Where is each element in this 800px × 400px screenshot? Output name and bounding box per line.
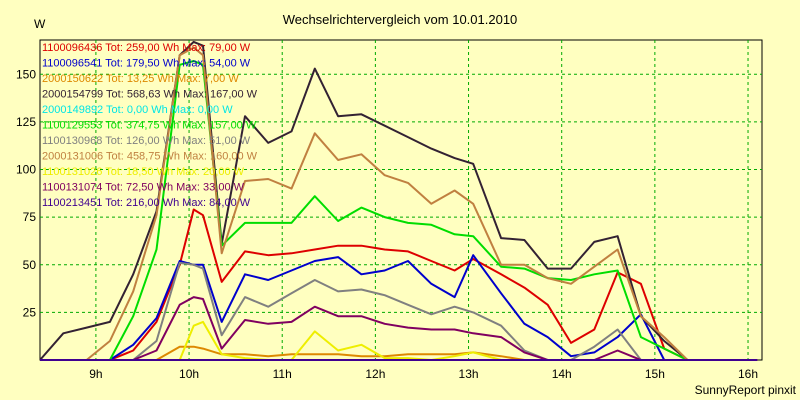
y-tick-label: 125 (16, 115, 36, 129)
x-tick-label: 11h (273, 367, 292, 381)
x-axis: 9h 10h 11h 12h 13h 14h 15h 16h (89, 367, 758, 381)
x-tick-label: 16h (738, 367, 758, 381)
legend-entry-9: 1100131026 Tot: 18,50 Wh Max: 20,00 W (42, 166, 245, 178)
series-line-7 (40, 261, 758, 361)
series-line-2 (40, 254, 758, 361)
y-tick-label: 25 (23, 305, 37, 319)
series-lines (39, 40, 758, 361)
legend-entry-7: 1100130968 Tot: 126,00 Wh Max: 51,00 W (42, 135, 251, 147)
grid (40, 40, 762, 360)
legend-entry-2: 1100096541 Tot: 179,50 Wh Max: 54,00 W (42, 58, 251, 70)
legend-entry-4: 2000154799 Tot: 568,63 Wh Max: 167,00 W (42, 89, 258, 101)
series-line-8 (40, 46, 758, 361)
legend-entry-5: 2000149892 Tot: 0,00 Wh Max: 0,00 W (42, 104, 233, 116)
y-tick-label: 100 (16, 163, 36, 177)
x-tick-label: 9h (89, 367, 102, 381)
chart-title: Wechselrichtervergleich vom 10.01.2010 (283, 12, 518, 27)
legend-entry-8: 2000131006 Tot: 458,75 Wh Max: 160,00 W (42, 151, 258, 163)
y-tick-label: 150 (16, 67, 36, 81)
series-line-1 (40, 208, 758, 361)
x-tick-label: 12h (365, 367, 385, 381)
legend-entry-6: 1100129553 Tot: 374,75 Wh Max: 157,00 W (42, 120, 257, 132)
y-tick-label: 50 (23, 258, 37, 272)
x-tick-label: 14h (552, 367, 572, 381)
series-line-10 (40, 296, 758, 361)
legend-entry-10: 1100131074 Tot: 72,50 Wh Max: 33,00 W (42, 182, 245, 194)
legend: 1100096436 Tot: 259,00 Wh Max: 79,00 W 11… (42, 42, 258, 209)
y-axis-label: W (34, 17, 46, 31)
legend-entry-3: 2000150622 Tot: 13,25 Wh Max: 7,00 W (42, 73, 239, 85)
legend-entry-1: 1100096436 Tot: 259,00 Wh Max: 79,00 W (42, 42, 251, 54)
footer-text: SunnyReport pinxit (695, 383, 797, 397)
x-tick-label: 10h (179, 367, 199, 381)
y-tick-label: 75 (23, 210, 37, 224)
series-line-6 (40, 60, 758, 361)
x-tick-label: 15h (645, 367, 665, 381)
legend-entry-11: 1100213451 Tot: 216,00 Wh Max: 84,00 W (42, 197, 251, 209)
x-tick-label: 13h (459, 367, 479, 381)
y-axis: 25 50 75 100 125 150 (16, 67, 36, 319)
